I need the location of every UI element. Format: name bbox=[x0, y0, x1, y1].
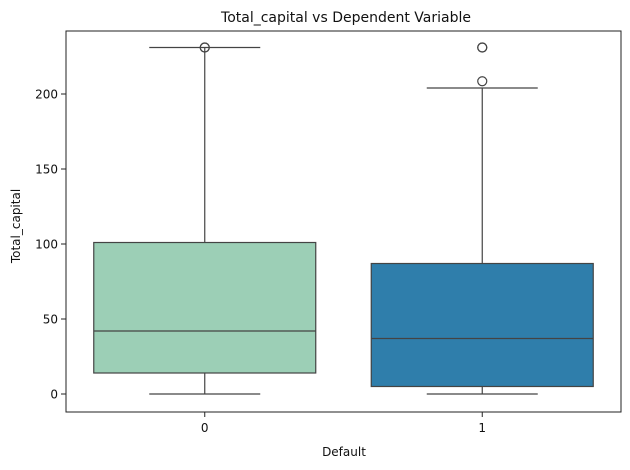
x-tick-label: 1 bbox=[478, 421, 486, 435]
y-tick-label: 150 bbox=[35, 163, 58, 177]
outlier-point bbox=[199, 42, 210, 53]
chart-title: Total_capital vs Dependent Variable bbox=[220, 10, 471, 26]
x-tick-label: 0 bbox=[201, 421, 209, 435]
x-axis-label: Default bbox=[322, 445, 366, 459]
box-body bbox=[370, 262, 594, 388]
box-body bbox=[93, 241, 317, 374]
outlier-point bbox=[477, 76, 488, 87]
plot-area: 0 50 100 150 200 0 1 bbox=[35, 30, 622, 435]
y-tick-label: 0 bbox=[50, 388, 58, 402]
y-tick-label: 200 bbox=[35, 88, 58, 102]
y-tick-label: 100 bbox=[35, 238, 58, 252]
plot-frame bbox=[65, 30, 622, 413]
y-tick-label: 50 bbox=[43, 313, 58, 327]
outlier-point bbox=[477, 42, 488, 53]
y-axis-label: Total_capital bbox=[9, 189, 23, 264]
